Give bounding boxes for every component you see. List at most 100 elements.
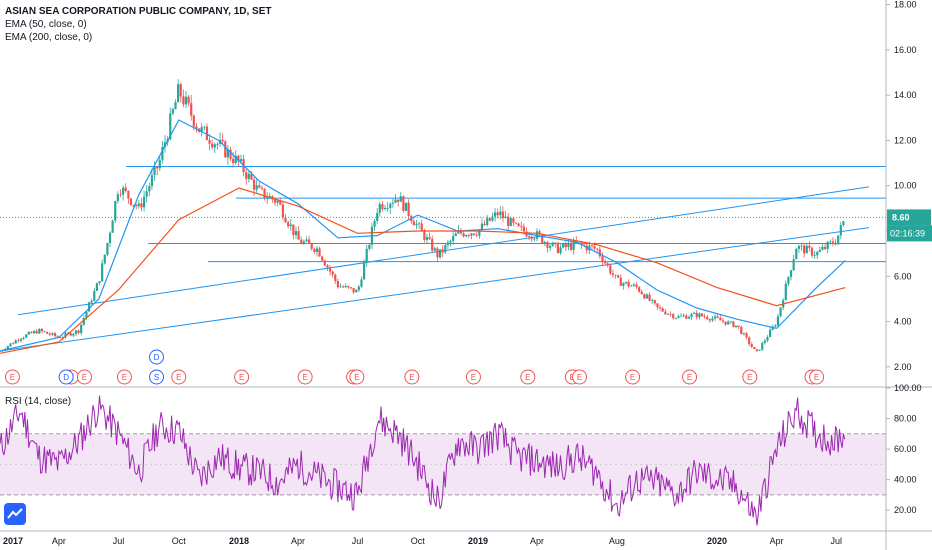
- candle-body: [40, 328, 44, 332]
- candle-body: [386, 207, 389, 209]
- candle-body: [672, 314, 675, 319]
- candle-body: [831, 241, 835, 244]
- candle-body: [784, 283, 787, 301]
- candle-body: [522, 226, 525, 232]
- rsi-label[interactable]: RSI (14, close): [5, 396, 72, 407]
- candle-body: [101, 263, 104, 282]
- candle-body: [763, 340, 766, 343]
- price-tick-label: 6.00: [894, 271, 912, 281]
- candle-body: [473, 233, 476, 235]
- earnings-event-marker[interactable]: E: [625, 369, 641, 385]
- candle-body: [590, 245, 594, 247]
- event-markers[interactable]: EEEEEEEEEEEEEEEEEEEDDS: [4, 349, 825, 385]
- earnings-event-marker[interactable]: E: [465, 369, 481, 385]
- dividend-icon: [149, 349, 165, 365]
- candle-body: [59, 337, 62, 339]
- earnings-event-marker[interactable]: E: [234, 369, 250, 385]
- candle-body: [514, 222, 518, 224]
- candle-body: [74, 330, 78, 334]
- candle-body: [826, 241, 829, 249]
- drawing-lines[interactable]: [0, 165, 886, 352]
- candle-body: [258, 185, 261, 188]
- earnings-event-marker[interactable]: E: [76, 369, 92, 385]
- candle-body: [404, 202, 408, 211]
- candle-body: [323, 260, 326, 266]
- dividend-icon: [58, 369, 74, 385]
- earnings-event-marker[interactable]: E: [171, 369, 187, 385]
- candle-body: [679, 315, 683, 317]
- candle-body: [17, 340, 20, 342]
- candle-body: [289, 224, 292, 227]
- countdown-tag: [887, 225, 932, 242]
- dividend-event-marker[interactable]: D: [149, 349, 165, 365]
- candle-body: [556, 243, 560, 254]
- candle-body: [669, 313, 672, 315]
- candle-body: [507, 216, 510, 227]
- ema200-label[interactable]: EMA (200, close, 0): [5, 32, 93, 43]
- candle-body: [446, 242, 450, 246]
- candle-body: [520, 226, 523, 227]
- earnings-event-marker[interactable]: E: [349, 369, 365, 385]
- candle-body: [603, 262, 607, 264]
- split-event-marker[interactable]: S: [149, 369, 165, 385]
- candle-body: [407, 202, 410, 217]
- candles: [0, 79, 845, 353]
- candle-body: [30, 332, 33, 334]
- time-tick-label: Apr: [291, 536, 305, 546]
- earnings-event-marker[interactable]: E: [572, 369, 588, 385]
- candle-body: [402, 196, 405, 211]
- tradingview-logo-icon[interactable]: [4, 503, 26, 525]
- candle-body: [342, 286, 345, 288]
- earnings-event-marker[interactable]: E: [809, 369, 825, 385]
- dividend-event-marker[interactable]: D: [58, 369, 74, 385]
- candle-body: [25, 334, 28, 338]
- dividend-letter: D: [63, 373, 69, 382]
- candle-body: [281, 204, 284, 218]
- candle-body: [90, 300, 93, 303]
- candle-body: [711, 318, 714, 321]
- earnings-event-marker[interactable]: E: [404, 369, 420, 385]
- candle-body: [344, 285, 347, 288]
- chart-title[interactable]: ASIAN SEA CORPORATION PUBLIC COMPANY, 1D…: [5, 6, 272, 17]
- candle-body: [300, 239, 303, 244]
- candle-body: [334, 274, 337, 281]
- earnings-event-marker[interactable]: E: [742, 369, 758, 385]
- candle-body: [488, 218, 491, 221]
- ema50-label[interactable]: EMA (50, close, 0): [5, 19, 87, 30]
- candle-body: [449, 240, 452, 243]
- candle-body: [813, 255, 816, 257]
- candle-body: [397, 199, 400, 202]
- candle-body: [457, 230, 460, 234]
- candle-body: [428, 237, 431, 239]
- candle-body: [491, 216, 494, 221]
- candle-body: [627, 281, 630, 287]
- earnings-icon: [4, 369, 20, 385]
- split-icon: [149, 369, 165, 385]
- candle-body: [6, 346, 9, 350]
- earnings-event-marker[interactable]: E: [520, 369, 536, 385]
- candle-body: [221, 139, 224, 142]
- candle-body: [328, 267, 332, 272]
- candle-body: [588, 245, 591, 251]
- candle-body: [666, 313, 670, 315]
- candle-body: [737, 325, 740, 328]
- earnings-event-marker[interactable]: E: [682, 369, 698, 385]
- earnings-event-marker[interactable]: E: [297, 369, 313, 385]
- candle-body: [122, 187, 125, 195]
- candle-body: [745, 333, 748, 338]
- rsi-tick-label: 60.00: [894, 444, 917, 454]
- candle-body: [420, 223, 423, 231]
- candle-body: [643, 294, 646, 299]
- earnings-event-marker[interactable]: E: [116, 369, 132, 385]
- candle-body: [95, 283, 99, 291]
- candle-body: [687, 317, 690, 319]
- earnings-event-marker[interactable]: E: [4, 369, 20, 385]
- candle-body: [776, 316, 780, 326]
- candle-body: [653, 300, 656, 304]
- price-tick-label: 14.00: [894, 90, 917, 100]
- candle-body: [708, 319, 711, 321]
- earnings-icon: [809, 369, 825, 385]
- candle-body: [619, 277, 622, 286]
- candle-body: [297, 231, 300, 240]
